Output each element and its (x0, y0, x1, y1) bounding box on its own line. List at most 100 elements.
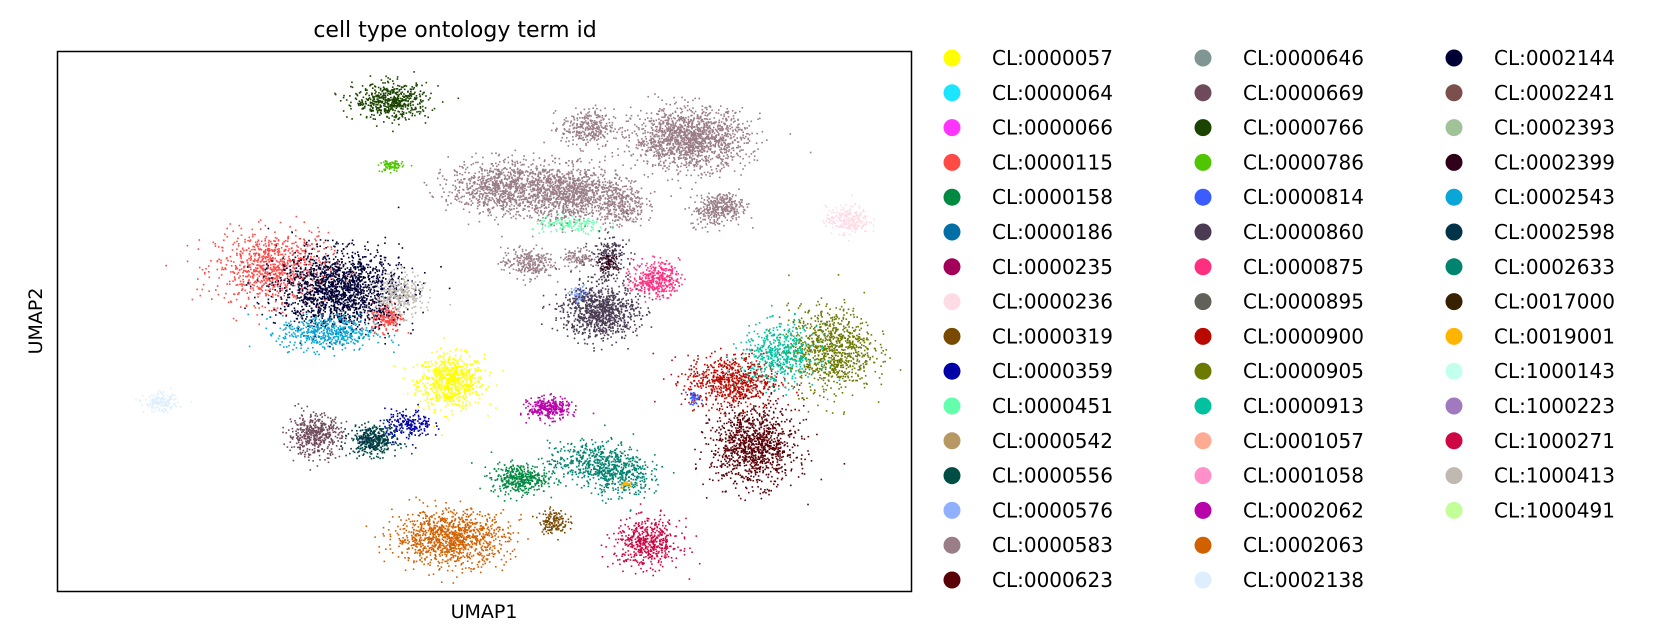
data-point (703, 149, 706, 152)
data-point (520, 477, 523, 480)
data-point (581, 229, 583, 231)
data-point (453, 393, 456, 396)
data-point (444, 377, 447, 380)
data-point (569, 220, 572, 222)
data-point (685, 153, 688, 156)
data-point (646, 117, 649, 119)
data-point (690, 119, 692, 121)
data-point (706, 118, 709, 121)
data-point (254, 306, 257, 309)
data-point (304, 261, 306, 264)
data-point (278, 275, 280, 278)
data-point (325, 253, 327, 255)
data-point (570, 225, 573, 228)
data-point (465, 374, 467, 376)
data-point (251, 275, 254, 278)
data-point (421, 375, 424, 378)
data-point (286, 288, 288, 291)
data-point (267, 258, 270, 261)
data-point (257, 264, 260, 267)
data-point (279, 260, 282, 262)
data-point (834, 212, 837, 214)
data-point (375, 448, 378, 451)
data-point (304, 301, 306, 304)
data-point (397, 420, 399, 422)
data-point (708, 113, 710, 115)
data-point (759, 112, 761, 115)
data-point (522, 483, 524, 485)
data-point (370, 429, 372, 432)
data-point (832, 226, 834, 229)
data-point (529, 475, 531, 478)
data-point (440, 389, 443, 392)
data-point (703, 131, 706, 133)
data-point (300, 274, 302, 276)
data-point (273, 307, 275, 309)
data-point (684, 157, 687, 159)
data-point (323, 247, 325, 250)
data-point (261, 266, 263, 268)
data-point (385, 312, 388, 314)
data-point (696, 128, 699, 130)
data-point (441, 367, 443, 369)
data-point (836, 219, 838, 222)
data-point (582, 228, 585, 230)
data-point (477, 376, 480, 379)
data-point (549, 524, 551, 526)
data-point (393, 320, 396, 323)
data-point (252, 277, 254, 279)
data-point (549, 224, 551, 227)
data-point (662, 167, 664, 170)
data-point (726, 126, 728, 128)
data-point (371, 445, 374, 447)
data-point (710, 142, 712, 144)
data-point (672, 128, 675, 130)
data-point (531, 472, 533, 474)
data-point (708, 148, 710, 150)
data-point (511, 468, 514, 471)
data-point (361, 437, 363, 439)
data-point (428, 423, 430, 426)
data-point (556, 526, 559, 528)
data-point (460, 381, 463, 384)
data-point (243, 266, 245, 269)
data-point (208, 276, 211, 279)
data-point (843, 214, 846, 216)
data-point (691, 139, 694, 142)
data-point (512, 476, 514, 479)
data-point (447, 379, 450, 382)
data-point (828, 209, 831, 212)
data-point (694, 133, 697, 135)
data-point (619, 127, 622, 129)
data-point (683, 131, 685, 134)
data-point (459, 377, 461, 379)
data-point (320, 264, 323, 267)
data-point (208, 265, 210, 267)
data-point (464, 363, 467, 366)
data-point (699, 141, 702, 144)
data-point (651, 132, 653, 134)
data-point (466, 378, 469, 380)
data-point (657, 96, 660, 98)
data-point (511, 470, 514, 473)
data-point (715, 134, 718, 136)
data-point (690, 127, 693, 129)
data-point (450, 395, 452, 398)
data-point (739, 128, 741, 131)
data-point (406, 420, 408, 423)
data-point (700, 126, 703, 129)
data-point (468, 373, 471, 375)
data-point (704, 142, 707, 144)
data-point (541, 482, 544, 484)
data-point (396, 438, 399, 441)
data-point (435, 422, 437, 424)
data-point (505, 485, 507, 488)
data-point (555, 528, 558, 531)
data-point (383, 448, 386, 450)
data-point (520, 468, 522, 471)
data-point (272, 257, 274, 259)
data-point (716, 131, 719, 133)
data-point (401, 415, 404, 417)
data-point (584, 200, 586, 202)
data-point (253, 252, 255, 255)
